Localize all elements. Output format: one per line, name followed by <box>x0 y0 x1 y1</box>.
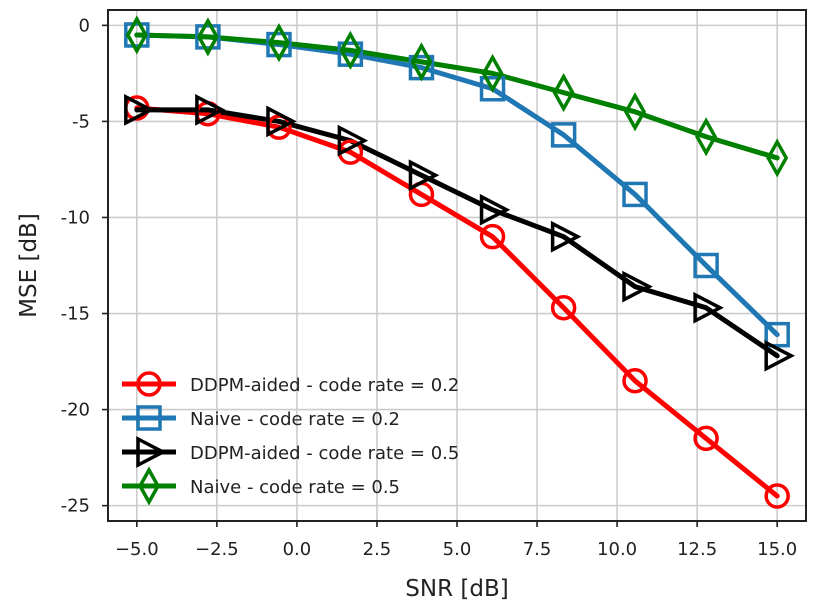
legend-item-naive-code-rate-0-2: Naive - code rate = 0.2 <box>122 405 400 431</box>
series-line-ddpm-aided-code-rate-0-5 <box>134 107 780 359</box>
data-point-naive-code-rate-0-2 <box>622 181 648 208</box>
data-point-naive-code-rate-0-2 <box>479 76 506 102</box>
y-tick-label: -20 <box>61 400 90 421</box>
data-point-naive-code-rate-0-2 <box>764 321 790 348</box>
x-tick-label: −2.5 <box>195 539 239 560</box>
axis-ticks: −5.0 −2.5 0.0 2.5 5.0 7.5 10.0 12.5 15.0 0 -5 -10 -1… <box>61 15 798 560</box>
data-point-ddpm-aided-code-rate-0-2 <box>693 425 719 452</box>
legend-item-naive-code-rate-0-5: Naive - code rate = 0.5 <box>122 466 400 506</box>
data-point-naive-code-rate-0-5 <box>766 138 789 178</box>
legend-item-ddpm-aided-code-rate-0-2: DDPM-aided - code rate = 0.2 <box>122 371 459 397</box>
y-tick-label: -15 <box>61 304 90 325</box>
y-tick-label: -5 <box>72 111 90 132</box>
data-point-naive-code-rate-0-5 <box>267 23 290 63</box>
legend-label: DDPM-aided - code rate = 0.5 <box>190 443 459 464</box>
data-point-naive-code-rate-0-5 <box>695 117 718 157</box>
markers-ddpm-aided-code-rate-0-5 <box>124 94 795 372</box>
data-point-ddpm-aided-code-rate-0-2 <box>479 223 506 250</box>
data-point-naive-code-rate-0-5 <box>410 42 433 82</box>
grid-lines <box>108 10 806 521</box>
data-point-naive-code-rate-0-5 <box>552 73 575 113</box>
series-ddpm-aided-code-rate-0-5 <box>134 107 780 359</box>
data-point-naive-code-rate-0-5 <box>125 15 148 55</box>
legend-marker <box>137 466 161 506</box>
markers-naive-code-rate-0-5 <box>125 15 789 178</box>
series-naive-code-rate-0-5 <box>134 32 780 161</box>
legend-marker <box>136 371 162 397</box>
y-tick-label: 0 <box>79 15 90 36</box>
data-point-ddpm-aided-code-rate-0-5 <box>195 94 226 126</box>
data-point-ddpm-aided-code-rate-0-5 <box>764 339 795 372</box>
data-point-ddpm-aided-code-rate-0-5 <box>124 94 155 126</box>
legend-label: Naive - code rate = 0.2 <box>190 409 400 430</box>
data-point-naive-code-rate-0-5 <box>196 17 219 57</box>
x-tick-label: 7.5 <box>523 539 552 560</box>
series-ddpm-aided-code-rate-0-2 <box>134 105 780 499</box>
x-tick-label: 12.5 <box>677 539 717 560</box>
data-point-ddpm-aided-code-rate-0-5 <box>479 193 511 226</box>
data-point-naive-code-rate-0-2 <box>550 122 577 148</box>
x-tick-label: 0.0 <box>283 539 312 560</box>
x-tick-label: 2.5 <box>363 539 392 560</box>
series-lines <box>134 32 780 499</box>
legend-label: DDPM-aided - code rate = 0.2 <box>190 375 459 396</box>
data-point-ddpm-aided-code-rate-0-5 <box>693 291 724 324</box>
data-point-naive-code-rate-0-2 <box>693 252 719 279</box>
data-point-naive-code-rate-0-5 <box>481 53 504 93</box>
data-point-ddpm-aided-code-rate-0-2 <box>764 483 790 509</box>
x-tick-label: 5.0 <box>443 539 472 560</box>
legend-marker <box>136 405 162 431</box>
series-markers <box>124 15 795 509</box>
series-line-naive-code-rate-0-5 <box>134 32 780 161</box>
x-tick-label: 10.0 <box>597 539 637 560</box>
data-point-ddpm-aided-code-rate-0-2 <box>550 295 577 321</box>
legend-marker <box>136 436 167 468</box>
data-point-ddpm-aided-code-rate-0-2 <box>622 368 648 394</box>
x-tick-label: 15.0 <box>757 539 797 560</box>
data-point-ddpm-aided-code-rate-0-5 <box>550 220 582 253</box>
x-tick-label: −5.0 <box>115 539 159 560</box>
legend-label: Naive - code rate = 0.5 <box>190 477 400 498</box>
y-axis-label: MSE [dB] <box>16 213 42 318</box>
data-point-ddpm-aided-code-rate-0-5 <box>622 270 653 303</box>
data-point-naive-code-rate-0-5 <box>624 92 647 132</box>
y-tick-label: -10 <box>61 207 90 228</box>
x-axis-label: SNR [dB] <box>405 576 508 602</box>
series-line-ddpm-aided-code-rate-0-2 <box>134 105 780 499</box>
data-point-ddpm-aided-code-rate-0-5 <box>337 124 369 157</box>
y-tick-label: -25 <box>61 496 90 517</box>
data-point-ddpm-aided-code-rate-0-5 <box>408 159 440 192</box>
legend: DDPM-aided - code rate = 0.2 Naive - code… <box>122 371 459 506</box>
data-point-ddpm-aided-code-rate-0-5 <box>266 105 297 138</box>
legend-item-ddpm-aided-code-rate-0-5: DDPM-aided - code rate = 0.5 <box>122 436 459 468</box>
data-point-naive-code-rate-0-5 <box>339 30 362 70</box>
